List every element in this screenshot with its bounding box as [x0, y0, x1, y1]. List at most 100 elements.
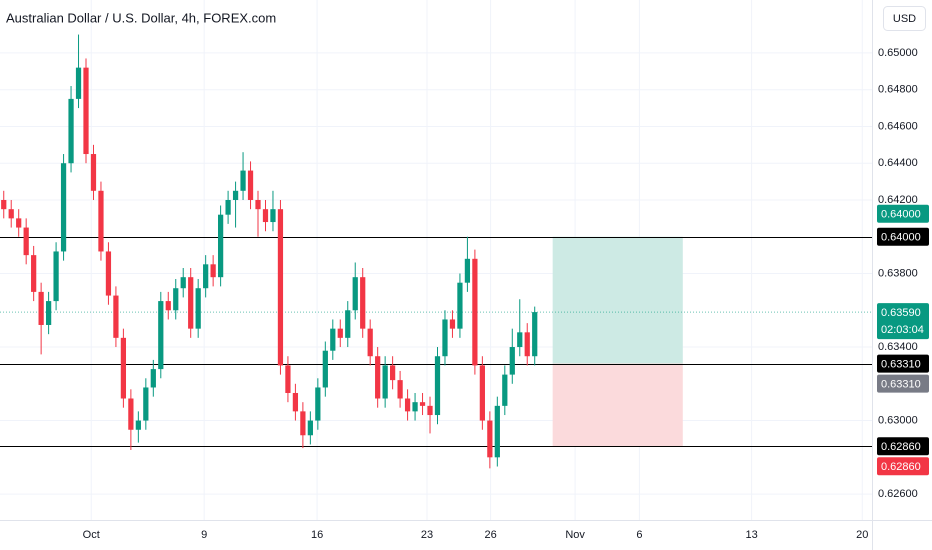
price-tag	[877, 457, 929, 476]
chart-title: Australian Dollar / U.S. Dollar, 4h, FOR…	[6, 10, 276, 25]
countdown-label: 02:03:04	[881, 324, 924, 336]
candle-body	[83, 67, 89, 155]
candle-body	[390, 365, 396, 381]
price-tag-label: 0.63310	[881, 378, 921, 390]
candle-body	[397, 380, 403, 399]
candle-body	[60, 163, 67, 252]
currency-label[interactable]: USD	[893, 13, 916, 25]
y-tick-label: 0.63000	[878, 414, 918, 426]
x-tick-label: 26	[484, 529, 496, 541]
candle-body	[307, 420, 313, 436]
candle-body	[479, 365, 485, 421]
price-tag	[877, 437, 929, 456]
candle-body	[472, 258, 478, 366]
price-tag	[877, 303, 929, 340]
price-tag-label: 0.63590	[881, 307, 921, 319]
candle-body	[345, 310, 351, 338]
price-tag	[877, 227, 929, 246]
x-tick-label: 9	[201, 529, 207, 541]
candle-body	[120, 337, 127, 399]
candle-body	[105, 251, 112, 296]
candle-body	[509, 347, 515, 375]
candle-body	[203, 264, 209, 289]
price-tag-label: 0.62860	[881, 461, 921, 473]
price-tag	[877, 204, 929, 223]
candle-body	[449, 319, 456, 329]
candle-body	[367, 328, 373, 357]
y-tick-label: 0.62600	[878, 488, 918, 500]
candle-body	[31, 255, 37, 292]
candle-body	[419, 402, 426, 406]
candle-body	[218, 214, 224, 278]
candle-body	[150, 369, 156, 388]
candle-body	[487, 420, 493, 458]
candle-body	[322, 350, 328, 388]
price-tag	[877, 374, 929, 393]
candle-body	[23, 227, 29, 256]
x-tick-label: 13	[745, 529, 757, 541]
candle-body	[195, 288, 201, 329]
candle-body	[524, 332, 530, 357]
candle-body	[188, 277, 194, 329]
candle-body	[1, 199, 7, 210]
y-tick-label: 0.64600	[878, 120, 918, 132]
candle-body	[225, 199, 231, 215]
candle-body	[502, 374, 508, 406]
candle-body	[210, 264, 216, 278]
y-tick-label: 0.63800	[878, 267, 918, 279]
y-tick-label: 0.64200	[878, 194, 918, 206]
y-tick-label: 0.65000	[878, 47, 918, 59]
candle-body	[337, 328, 343, 338]
candle-body	[240, 170, 246, 191]
candle-body	[165, 301, 171, 311]
candle-body	[53, 251, 59, 302]
candle-body	[173, 288, 179, 311]
price-tag-label: 0.64000	[881, 232, 921, 244]
candle-body	[90, 154, 97, 191]
candle-body	[16, 218, 22, 228]
candle-body	[457, 282, 463, 329]
currency-button[interactable]	[883, 6, 926, 31]
candle-body	[68, 98, 74, 164]
candle-body	[262, 209, 269, 223]
candle-body	[315, 387, 321, 421]
candle-body	[434, 356, 441, 416]
candle-body	[404, 398, 411, 412]
candle-body	[247, 170, 254, 200]
candle-body	[330, 328, 336, 351]
candle-body	[412, 402, 418, 412]
candle-body	[285, 365, 291, 393]
candle-body	[8, 209, 14, 219]
y-tick-label: 0.63400	[878, 341, 918, 353]
price-tag-label: 0.64000	[881, 209, 921, 221]
x-tick-label: 20	[856, 529, 868, 541]
candle-body	[292, 392, 299, 412]
x-tick-label: 16	[311, 529, 323, 541]
candle-body	[232, 190, 239, 200]
y-tick-label: 0.64800	[878, 84, 918, 96]
candle-body	[382, 365, 388, 399]
candle-body	[135, 420, 141, 430]
candle-body	[427, 405, 433, 416]
y-tick-label: 0.64400	[878, 157, 918, 169]
candle-body	[532, 312, 538, 357]
target-zone	[552, 236, 683, 364]
candle-body	[38, 291, 44, 325]
candle-body	[375, 356, 381, 399]
candle-body	[277, 209, 284, 366]
candle-body	[113, 295, 119, 338]
candle-body	[143, 387, 149, 421]
stop-zone	[552, 363, 683, 447]
candle-body	[360, 277, 366, 329]
candle-body	[45, 301, 52, 325]
candle-body	[517, 332, 523, 348]
price-tag	[877, 354, 929, 373]
candle-body	[464, 258, 471, 283]
price-tag-label: 0.63310	[881, 358, 921, 370]
price-tag-label: 0.62860	[881, 441, 921, 453]
candle-body	[270, 209, 276, 223]
candle-body	[352, 277, 358, 311]
candle-body	[158, 301, 164, 370]
